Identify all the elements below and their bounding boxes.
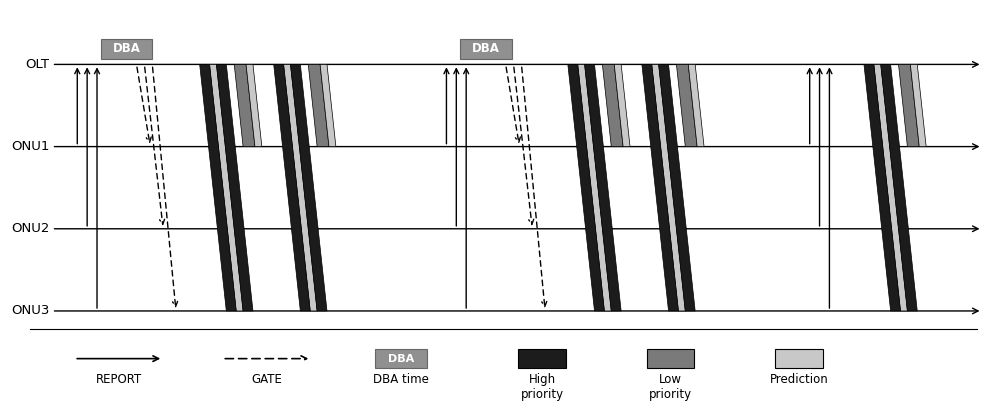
Text: ONU2: ONU2 <box>11 222 50 235</box>
Text: DBA: DBA <box>113 42 141 55</box>
Polygon shape <box>290 64 327 311</box>
Polygon shape <box>614 64 630 146</box>
Polygon shape <box>602 64 623 146</box>
Text: OLT: OLT <box>26 58 50 71</box>
Polygon shape <box>246 64 262 146</box>
Bar <box>460 39 512 58</box>
Polygon shape <box>578 64 611 311</box>
Polygon shape <box>308 64 329 146</box>
Polygon shape <box>234 64 255 146</box>
Text: DBA time: DBA time <box>373 373 429 387</box>
Bar <box>518 349 566 369</box>
Polygon shape <box>881 64 917 311</box>
Text: DBA: DBA <box>472 42 500 55</box>
Polygon shape <box>676 64 697 146</box>
Polygon shape <box>200 64 236 311</box>
Bar <box>375 349 427 369</box>
Polygon shape <box>652 64 685 311</box>
Text: REPORT: REPORT <box>96 373 142 387</box>
Text: ONU3: ONU3 <box>11 304 50 317</box>
Polygon shape <box>320 64 336 146</box>
Polygon shape <box>688 64 704 146</box>
Text: Low
priority: Low priority <box>649 373 692 401</box>
Polygon shape <box>659 64 695 311</box>
Text: ONU1: ONU1 <box>11 140 50 153</box>
Bar <box>775 349 823 369</box>
Polygon shape <box>216 64 253 311</box>
Polygon shape <box>910 64 926 146</box>
Polygon shape <box>568 64 604 311</box>
Polygon shape <box>274 64 310 311</box>
Polygon shape <box>899 64 919 146</box>
Text: DBA: DBA <box>388 354 414 364</box>
Polygon shape <box>585 64 621 311</box>
Text: High
priority: High priority <box>521 373 564 401</box>
Text: Prediction: Prediction <box>769 373 828 387</box>
Polygon shape <box>642 64 678 311</box>
Polygon shape <box>874 64 907 311</box>
Text: GATE: GATE <box>251 373 282 387</box>
Bar <box>101 39 152 58</box>
Polygon shape <box>864 64 900 311</box>
Bar <box>647 349 694 369</box>
Polygon shape <box>284 64 317 311</box>
Polygon shape <box>210 64 243 311</box>
